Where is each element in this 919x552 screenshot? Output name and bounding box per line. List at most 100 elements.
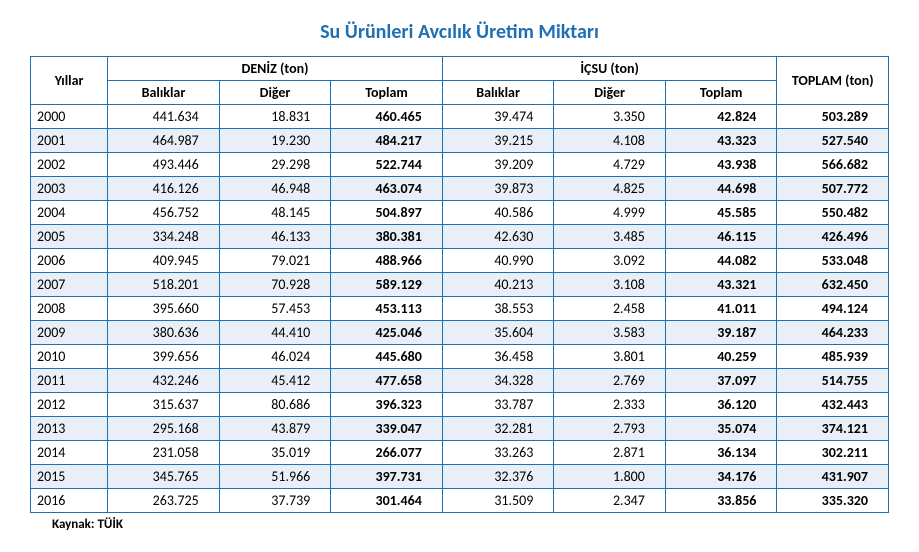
cell: 19.230 [219, 129, 331, 153]
cell: 2001 [31, 129, 108, 153]
table-row: 2001464.98719.230484.21739.2154.10843.32… [31, 129, 889, 153]
cell: 231.058 [108, 441, 220, 465]
cell: 2013 [31, 417, 108, 441]
cell: 380.636 [108, 321, 220, 345]
cell: 70.928 [219, 273, 331, 297]
cell: 432.443 [777, 393, 889, 417]
table-row: 2007518.20170.928589.12940.2133.10843.32… [31, 273, 889, 297]
cell: 2004 [31, 201, 108, 225]
cell: 79.021 [219, 249, 331, 273]
cell: 40.586 [442, 201, 554, 225]
cell: 2000 [31, 105, 108, 129]
cell: 4.999 [554, 201, 666, 225]
cell: 503.289 [777, 105, 889, 129]
cell: 40.990 [442, 249, 554, 273]
cell: 445.680 [331, 345, 443, 369]
cell: 38.553 [442, 297, 554, 321]
cell: 522.744 [331, 153, 443, 177]
cell: 35.604 [442, 321, 554, 345]
table-row: 2016263.72537.739301.46431.5092.34733.85… [31, 489, 889, 513]
cell: 51.966 [219, 465, 331, 489]
cell: 477.658 [331, 369, 443, 393]
cell: 39.209 [442, 153, 554, 177]
cell: 484.217 [331, 129, 443, 153]
cell: 396.323 [331, 393, 443, 417]
cell: 504.897 [331, 201, 443, 225]
table-row: 2004456.75248.145504.89740.5864.99945.58… [31, 201, 889, 225]
cell: 44.082 [665, 249, 777, 273]
cell: 80.686 [219, 393, 331, 417]
cell: 33.263 [442, 441, 554, 465]
cell: 43.321 [665, 273, 777, 297]
col-sea-fish: Balıklar [108, 81, 220, 105]
cell: 1.800 [554, 465, 666, 489]
cell: 425.046 [331, 321, 443, 345]
cell: 46.024 [219, 345, 331, 369]
cell: 31.509 [442, 489, 554, 513]
cell: 432.246 [108, 369, 220, 393]
cell: 460.465 [331, 105, 443, 129]
cell: 37.097 [665, 369, 777, 393]
table-row: 2012315.63780.686396.32333.7872.33336.12… [31, 393, 889, 417]
cell: 431.907 [777, 465, 889, 489]
table-row: 2014231.05835.019266.07733.2632.87136.13… [31, 441, 889, 465]
cell: 456.752 [108, 201, 220, 225]
cell: 46.948 [219, 177, 331, 201]
cell: 345.765 [108, 465, 220, 489]
colgroup-sea: DENİZ (ton) [108, 57, 443, 81]
cell: 566.682 [777, 153, 889, 177]
cell: 527.540 [777, 129, 889, 153]
cell: 33.787 [442, 393, 554, 417]
cell: 409.945 [108, 249, 220, 273]
cell: 36.458 [442, 345, 554, 369]
cell: 2.793 [554, 417, 666, 441]
cell: 3.485 [554, 225, 666, 249]
cell: 334.248 [108, 225, 220, 249]
header-row-1: Yıllar DENİZ (ton) İÇSU (ton) TOPLAM (to… [31, 57, 889, 81]
cell: 43.938 [665, 153, 777, 177]
cell: 18.831 [219, 105, 331, 129]
col-sea-subtotal: Toplam [331, 81, 443, 105]
cell: 2002 [31, 153, 108, 177]
cell: 4.108 [554, 129, 666, 153]
cell: 2.347 [554, 489, 666, 513]
table-row: 2009380.63644.410425.04635.6043.58339.18… [31, 321, 889, 345]
cell: 39.215 [442, 129, 554, 153]
col-inland-fish: Balıklar [442, 81, 554, 105]
table-row: 2008395.66057.453453.11338.5532.45841.01… [31, 297, 889, 321]
cell: 4.825 [554, 177, 666, 201]
cell: 37.739 [219, 489, 331, 513]
cell: 441.634 [108, 105, 220, 129]
cell: 4.729 [554, 153, 666, 177]
cell: 32.376 [442, 465, 554, 489]
cell: 632.450 [777, 273, 889, 297]
cell: 34.176 [665, 465, 777, 489]
cell: 395.660 [108, 297, 220, 321]
cell: 41.011 [665, 297, 777, 321]
cell: 2007 [31, 273, 108, 297]
cell: 399.656 [108, 345, 220, 369]
cell: 301.464 [331, 489, 443, 513]
cell: 57.453 [219, 297, 331, 321]
cell: 46.115 [665, 225, 777, 249]
cell: 397.731 [331, 465, 443, 489]
cell: 39.187 [665, 321, 777, 345]
table-row: 2000441.63418.831460.46539.4743.35042.82… [31, 105, 889, 129]
cell: 40.213 [442, 273, 554, 297]
cell: 29.298 [219, 153, 331, 177]
col-inland-subtotal: Toplam [665, 81, 777, 105]
col-years: Yıllar [31, 57, 108, 105]
col-sea-other: Diğer [219, 81, 331, 105]
cell: 3.092 [554, 249, 666, 273]
cell: 35.019 [219, 441, 331, 465]
page-title: Su Ürünleri Avcılık Üretim Miktarı [30, 20, 889, 44]
cell: 533.048 [777, 249, 889, 273]
cell: 39.873 [442, 177, 554, 201]
cell: 42.824 [665, 105, 777, 129]
table-row: 2015345.76551.966397.73132.3761.80034.17… [31, 465, 889, 489]
cell: 2016 [31, 489, 108, 513]
cell: 3.350 [554, 105, 666, 129]
cell: 32.281 [442, 417, 554, 441]
cell: 2014 [31, 441, 108, 465]
cell: 44.410 [219, 321, 331, 345]
